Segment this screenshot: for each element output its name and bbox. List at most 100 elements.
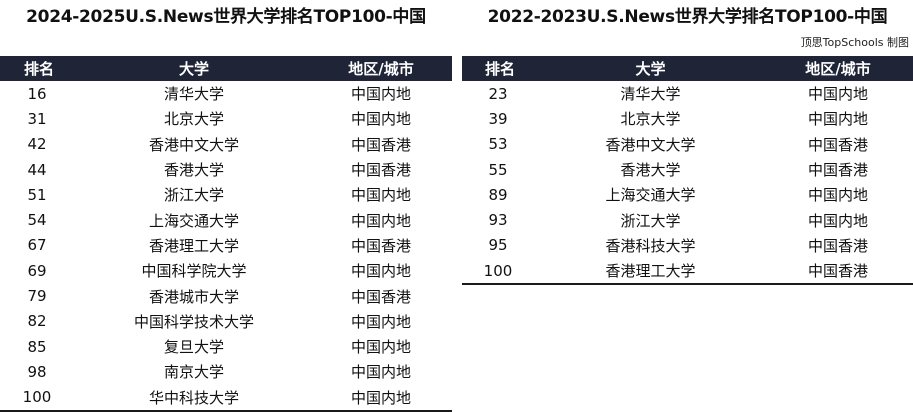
table-header: 排名 大学 地区/城市 [462,56,913,81]
rank-cell: 16 [27,84,47,103]
region-cell: 中国内地 [350,186,411,205]
university-cell: 上海交通大学 [148,211,239,230]
rank-cell: 54 [27,211,47,230]
table-row: 89 上海交通大学 中国内地 [462,182,913,208]
table-body: 16 清华大学 中国内地 31 北京大学 中国内地 42 香港中文大学 中国香港 44 香港大学 中国… [0,81,452,410]
region-cell: 中国香港 [807,262,868,281]
table-row: 100 香港理工大学 中国香港 [462,258,913,284]
table-row: 55 香港大学 中国香港 [462,156,913,183]
region-cell: 中国香港 [350,236,411,255]
table-row: 31 北京大学 中国内地 [0,106,452,132]
ranking-table: 排名 大学 地区/城市 16 清华大学 中国内地 31 北京大学 中国内地 42 香港中文大学… [0,56,452,412]
university-cell: 南京大学 [163,363,224,382]
table-row: 39 北京大学 中国内地 [462,106,913,132]
table-title: 2022-2023U.S.News世界大学排名TOP100-中国 [487,7,888,27]
region-cell: 中国内地 [350,110,411,129]
table-row: 85 复旦大学 中国内地 [0,333,452,360]
rank-cell: 55 [488,160,508,179]
university-cell: 香港科技大学 [605,236,696,255]
rank-cell: 31 [27,109,47,128]
region-cell: 中国内地 [807,211,868,230]
table-row: 44 香港大学 中国香港 [0,156,452,183]
table-row: 69 中国科学院大学 中国内地 [0,258,452,284]
rank-cell: 82 [27,312,47,331]
university-cell: 香港大学 [163,161,224,180]
rank-cell: 39 [488,109,508,128]
region-cell: 中国内地 [350,363,411,382]
university-cell: 浙江大学 [620,211,681,230]
university-cell: 浙江大学 [163,186,224,205]
table-row: 42 香港中文大学 中国香港 [0,131,452,157]
region-cell: 中国香港 [807,135,868,154]
table-title: 2024-2025U.S.News世界大学排名TOP100-中国 [26,7,426,27]
table-row: 100 华中科技大学 中国内地 [0,384,452,410]
university-cell: 复旦大学 [163,338,224,357]
university-cell: 北京大学 [163,110,224,129]
rank-cell: 23 [488,84,508,103]
rank-cell: 93 [488,211,508,230]
rank-cell: 100 [483,261,513,280]
region-cell: 中国香港 [807,161,868,180]
table-row: 51 浙江大学 中国内地 [0,182,452,208]
university-cell: 中国科学技术大学 [133,312,254,331]
university-cell: 华中科技大学 [148,388,239,407]
rank-cell: 98 [27,362,47,381]
region-cell: 中国香港 [807,236,868,255]
table-row: 23 清华大学 中国内地 [462,81,913,107]
table-row: 53 香港中文大学 中国香港 [462,131,913,157]
region-cell: 中国内地 [350,312,411,331]
header-university: 大学 [635,60,666,78]
region-cell: 中国内地 [807,110,868,129]
rank-cell: 53 [488,135,508,154]
region-cell: 中国内地 [350,85,411,104]
table-row: 95 香港科技大学 中国香港 [462,232,913,259]
university-cell: 香港中文大学 [148,135,239,154]
university-cell: 清华大学 [163,85,224,104]
region-cell: 中国香港 [350,161,411,180]
table-row: 82 中国科学技术大学 中国内地 [0,308,452,334]
rank-cell: 79 [27,287,47,306]
header-rank: 排名 [484,60,515,78]
header-region: 地区/城市 [805,60,871,78]
rank-cell: 100 [22,388,52,407]
header-rank: 排名 [23,60,54,78]
table-row: 98 南京大学 中国内地 [0,359,452,385]
university-cell: 上海交通大学 [605,186,696,205]
region-cell: 中国内地 [350,211,411,230]
table-body: 23 清华大学 中国内地 39 北京大学 中国内地 53 香港中文大学 中国香港 55 香港大学 中国… [462,81,913,284]
region-cell: 中国香港 [350,287,411,306]
university-cell: 香港理工大学 [148,236,239,255]
rank-cell: 67 [27,236,47,255]
rank-cell: 44 [27,160,47,179]
header-university: 大学 [178,60,209,78]
region-cell: 中国内地 [350,388,411,407]
region-cell: 中国香港 [350,135,411,154]
university-cell: 香港中文大学 [605,135,696,154]
region-cell: 中国内地 [350,262,411,281]
table-row: 67 香港理工大学 中国香港 [0,232,452,259]
ranking-table: 排名 大学 地区/城市 23 清华大学 中国内地 39 北京大学 中国内地 53 香港中文大学… [462,56,913,286]
table-row: 16 清华大学 中国内地 [0,81,452,107]
university-cell: 香港理工大学 [605,262,696,281]
university-cell: 中国科学院大学 [141,262,247,281]
header-region: 地区/城市 [348,60,414,78]
table-row: 54 上海交通大学 中国内地 [0,207,452,233]
rank-cell: 69 [27,261,47,280]
university-cell: 香港大学 [620,161,681,180]
table-bottom-rule [462,283,913,286]
rank-cell: 95 [488,236,508,255]
university-cell: 清华大学 [620,85,681,104]
university-cell: 香港城市大学 [148,287,239,306]
region-cell: 中国内地 [350,338,411,357]
rank-cell: 89 [488,185,508,204]
table-row: 79 香港城市大学 中国香港 [0,283,452,309]
rank-cell: 42 [27,135,47,154]
rank-cell: 85 [27,337,47,356]
rank-cell: 51 [27,185,47,204]
table-header: 排名 大学 地区/城市 [0,56,452,81]
credit-text: 顶思TopSchools 制图 [800,36,909,49]
region-cell: 中国内地 [807,85,868,104]
region-cell: 中国内地 [807,186,868,205]
university-cell: 北京大学 [620,110,681,129]
table-row: 93 浙江大学 中国内地 [462,207,913,233]
